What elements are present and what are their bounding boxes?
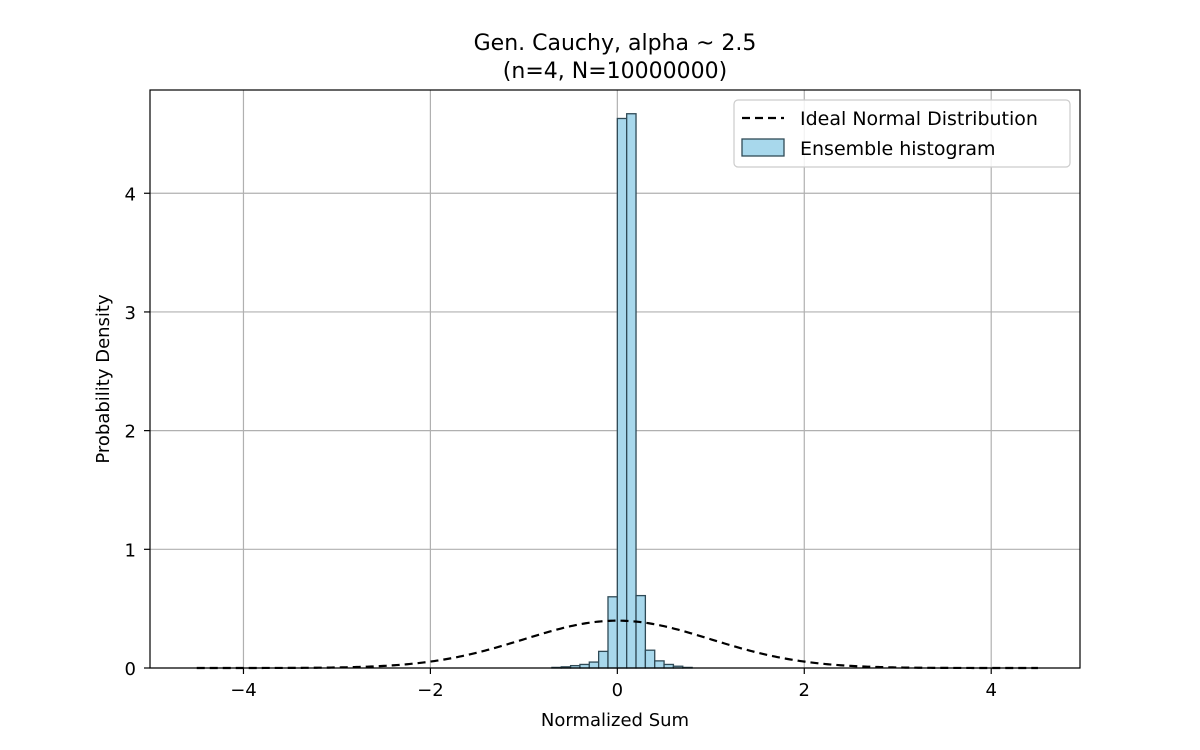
y-axis-label: Probability Density	[93, 294, 114, 464]
legend-curve-label: Ideal Normal Distribution	[800, 108, 1038, 130]
x-axis-ticks: −4 −2 0 2 4	[230, 668, 997, 701]
x-tick-label-3: 2	[799, 680, 810, 701]
histogram-bar-4	[588, 661, 600, 669]
y-tick-label-3: 3	[125, 303, 136, 324]
y-axis-ticks: 0 1 2 3 4	[125, 184, 150, 680]
x-tick-label-2: 0	[612, 680, 623, 701]
legend: Ideal Normal Distribution Ensemble histo…	[733, 99, 1071, 168]
histogram-bar-8	[626, 113, 637, 669]
legend-histogram-label: Ensemble histogram	[800, 138, 996, 160]
y-tick-label-4: 4	[125, 184, 136, 205]
histogram-bar-10	[644, 649, 656, 669]
x-axis-label: Normalized Sum	[541, 710, 689, 731]
x-tick-label-0: −4	[230, 680, 257, 701]
x-tick-label-1: −2	[417, 680, 444, 701]
histogram-bar-11	[654, 660, 665, 669]
y-tick-label-2: 2	[125, 422, 136, 443]
y-tick-label-1: 1	[125, 540, 136, 561]
legend-box	[733, 99, 1071, 168]
histogram-bar-6	[607, 596, 618, 669]
x-tick-label-4: 4	[985, 680, 996, 701]
histogram-bar-5	[597, 650, 609, 669]
y-tick-label-0: 0	[125, 659, 136, 680]
plot-frame	[149, 89, 1081, 669]
histogram-bar-9	[635, 594, 647, 669]
chart-subtitle: (n=4, N=10000000)	[503, 59, 727, 84]
chart-title: Gen. Cauchy, alpha ~ 2.5	[474, 31, 757, 56]
histogram-bar-7	[616, 117, 628, 669]
legend-histogram-swatch	[741, 138, 785, 157]
